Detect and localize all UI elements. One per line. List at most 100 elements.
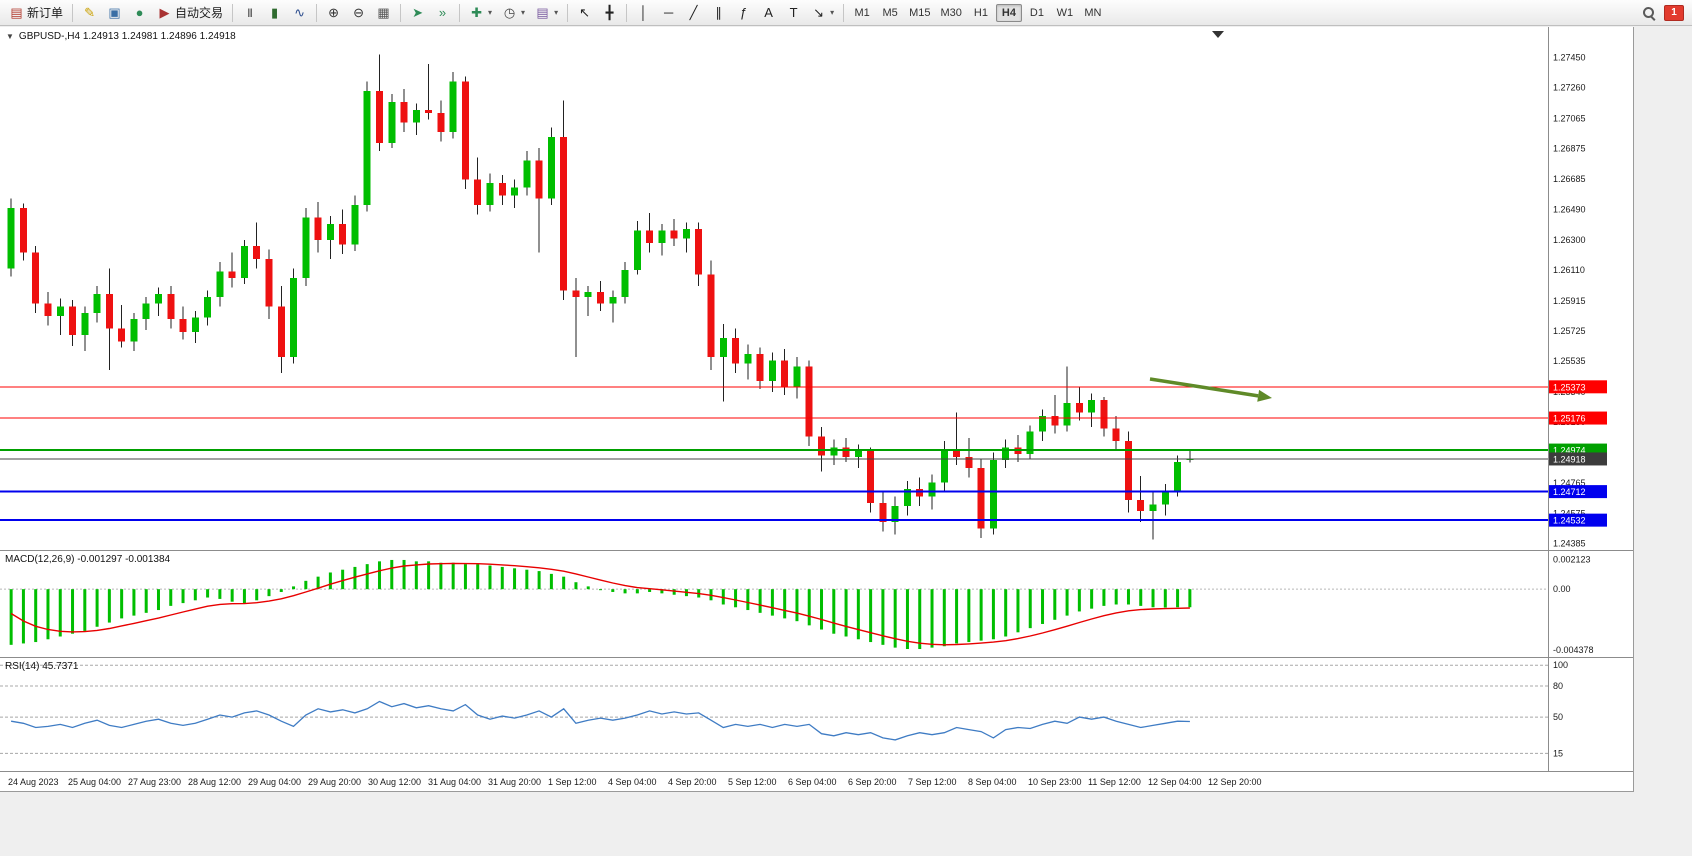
toolbar-separator — [459, 3, 461, 22]
toolbar-separator — [72, 3, 74, 22]
price-tag-1.24532: 1.24532 — [1549, 513, 1607, 527]
toolbar-buttons: ▤ 新订单 ✎ ▣ ● ▶ 自动交易 ||| ▮ ∿ ⊕ ⊖ ▦ ➤» ✚ ▾ ◷ ▾ ▤ ▾ ↖ ╋ │ ─ ╱ ∥ ƒ A T ↘ ▾ — [4, 0, 839, 26]
rsi-panel: 100 80 50 15 — [0, 660, 1568, 758]
channel-button[interactable]: ∥ — [706, 2, 731, 24]
tile-windows-button[interactable]: ▦ — [371, 2, 396, 24]
notification-badge[interactable]: 1 — [1664, 5, 1684, 21]
fibonacci-icon: ƒ — [739, 5, 748, 20]
vertical-line-button[interactable]: │ — [631, 2, 656, 24]
zoom-out-button[interactable]: ⊖ — [346, 2, 371, 24]
bar-chart-icon: ||| — [247, 7, 253, 17]
line-chart-button[interactable]: ∿ — [287, 2, 312, 24]
svg-text:1.26110: 1.26110 — [1553, 265, 1585, 275]
svg-text:1.26875: 1.26875 — [1553, 144, 1586, 154]
rsi-line — [10, 700, 1190, 741]
svg-text:1.25373: 1.25373 — [1553, 382, 1586, 392]
cursor-button[interactable]: ↖ — [572, 2, 597, 24]
svg-text:50: 50 — [1553, 712, 1563, 722]
trend-arrow[interactable] — [1149, 377, 1272, 402]
svg-text:29 Aug 20:00: 29 Aug 20:00 — [308, 777, 361, 787]
svg-text:15: 15 — [1553, 748, 1563, 758]
horizontal-line-icon: ─ — [663, 5, 674, 20]
chart-window-gbpusd-h4[interactable]: 1.27450 1.27260 1.27065 1.26875 1.26685 1.264… — [0, 27, 1634, 792]
autotrading-button[interactable]: ▶ 自动交易 — [152, 2, 228, 24]
timeframe-m15-button[interactable]: M15 — [905, 4, 934, 22]
main-toolbar: ▤ 新订单 ✎ ▣ ● ▶ 自动交易 ||| ▮ ∿ ⊕ ⊖ ▦ ➤» ✚ ▾ ◷ ▾ ▤ ▾ ↖ ╋ │ ─ ╱ ∥ ƒ A T ↘ ▾ … — [0, 0, 1692, 26]
svg-text:7 Sep 12:00: 7 Sep 12:00 — [908, 777, 957, 787]
arrows-button[interactable]: ↘ ▾ — [806, 2, 839, 24]
macd-histogram — [9, 559, 1192, 650]
svg-text:31 Aug 20:00: 31 Aug 20:00 — [488, 777, 541, 787]
metaeditor-button[interactable]: ✎ — [77, 2, 102, 24]
price-tag-1.24712: 1.24712 — [1549, 485, 1607, 499]
timeframe-mn-button[interactable]: MN — [1080, 4, 1106, 22]
label-icon: T — [789, 5, 798, 20]
crosshair-button[interactable]: ╋ — [597, 2, 622, 24]
svg-text:24 Aug 2023: 24 Aug 2023 — [8, 777, 59, 787]
template-icon: ▤ — [536, 5, 549, 20]
svg-text:27 Aug 23:00: 27 Aug 23:00 — [128, 777, 181, 787]
svg-text:1.27260: 1.27260 — [1553, 83, 1586, 93]
timeframe-h1-button[interactable]: H1 — [968, 4, 994, 22]
news-button[interactable]: ● — [127, 2, 152, 24]
svg-text:0.002123: 0.002123 — [1553, 555, 1591, 565]
timeframe-d1-button[interactable]: D1 — [1024, 4, 1050, 22]
svg-text:31 Aug 04:00: 31 Aug 04:00 — [428, 777, 481, 787]
timeframe-h4-button[interactable]: H4 — [995, 3, 1022, 22]
zoom-in-icon: ⊕ — [328, 5, 339, 20]
chart-shift-icon: » — [438, 5, 447, 20]
svg-text:4 Sep 04:00: 4 Sep 04:00 — [608, 777, 657, 787]
svg-text:25 Aug 04:00: 25 Aug 04:00 — [68, 777, 121, 787]
new-order-icon: ▤ — [10, 5, 23, 20]
templates-button[interactable]: ▤ ▾ — [530, 2, 563, 24]
text-button[interactable]: A — [756, 2, 781, 24]
zoom-in-button[interactable]: ⊕ — [321, 2, 346, 24]
panel-frames — [0, 27, 1633, 772]
indicators-icon: ✚ — [471, 5, 482, 20]
price-axis[interactable]: 1.27450 1.27260 1.27065 1.26875 1.26685 1.264… — [1553, 53, 1586, 549]
horizontal-line-button[interactable]: ─ — [656, 2, 681, 24]
dropdown-caret-icon: ▾ — [554, 8, 559, 17]
candlestick-chart-button[interactable]: ▮ — [262, 2, 287, 24]
trendline-icon: ╱ — [689, 5, 698, 20]
text-icon: A — [764, 5, 773, 20]
chart-title-bar: ▼ GBPUSD-,H4 1.24913 1.24981 1.24896 1.2… — [6, 31, 236, 42]
auto-scroll-button[interactable]: ➤ — [405, 2, 430, 24]
chart-shift-marker-icon[interactable] — [1212, 31, 1224, 38]
vertical-line-icon: │ — [639, 5, 648, 20]
new-order-button[interactable]: ▤ 新订单 — [4, 2, 68, 24]
svg-text:1.24532: 1.24532 — [1553, 516, 1586, 526]
svg-text:1.25176: 1.25176 — [1553, 414, 1586, 424]
label-button[interactable]: T — [781, 2, 806, 24]
one-click-trading-arrow-icon[interactable]: ▼ — [6, 32, 14, 41]
autotrading-button-label: 自动交易 — [175, 6, 224, 20]
candlestick-icon: ▮ — [270, 5, 279, 20]
arrow-object-icon: ↘ — [813, 5, 825, 20]
bar-chart-button[interactable]: ||| — [237, 2, 262, 24]
zoom-out-icon: ⊖ — [353, 5, 364, 20]
svg-text:80: 80 — [1553, 681, 1563, 691]
chart-canvas[interactable]: 1.27450 1.27260 1.27065 1.26875 1.26685 1.264… — [0, 27, 1633, 791]
fibonacci-button[interactable]: ƒ — [731, 2, 756, 24]
crosshair-icon: ╋ — [605, 5, 614, 20]
svg-text:1.24918: 1.24918 — [1553, 454, 1586, 464]
community-button[interactable]: ▣ — [102, 2, 127, 24]
timeframe-m5-button[interactable]: M5 — [877, 4, 903, 22]
search-icon[interactable] — [1642, 6, 1656, 20]
svg-text:8 Sep 04:00: 8 Sep 04:00 — [968, 777, 1017, 787]
periods-button[interactable]: ◷ ▾ — [497, 2, 530, 24]
timeframe-w1-button[interactable]: W1 — [1052, 4, 1078, 22]
autotrading-icon: ▶ — [159, 5, 170, 20]
time-axis[interactable]: 24 Aug 2023 25 Aug 04:00 27 Aug 23:00 28 Au… — [8, 777, 1262, 787]
svg-text:1.24765: 1.24765 — [1553, 478, 1586, 488]
timeframe-m1-button[interactable]: M1 — [849, 4, 875, 22]
indicators-button[interactable]: ✚ ▾ — [464, 2, 497, 24]
timeframe-m30-button[interactable]: M30 — [937, 4, 966, 22]
svg-text:-0.004378: -0.004378 — [1553, 645, 1594, 655]
trendline-button[interactable]: ╱ — [681, 2, 706, 24]
community-icon: ▣ — [108, 5, 121, 20]
svg-text:1.27450: 1.27450 — [1553, 53, 1586, 63]
chart-shift-button[interactable]: » — [430, 2, 455, 24]
